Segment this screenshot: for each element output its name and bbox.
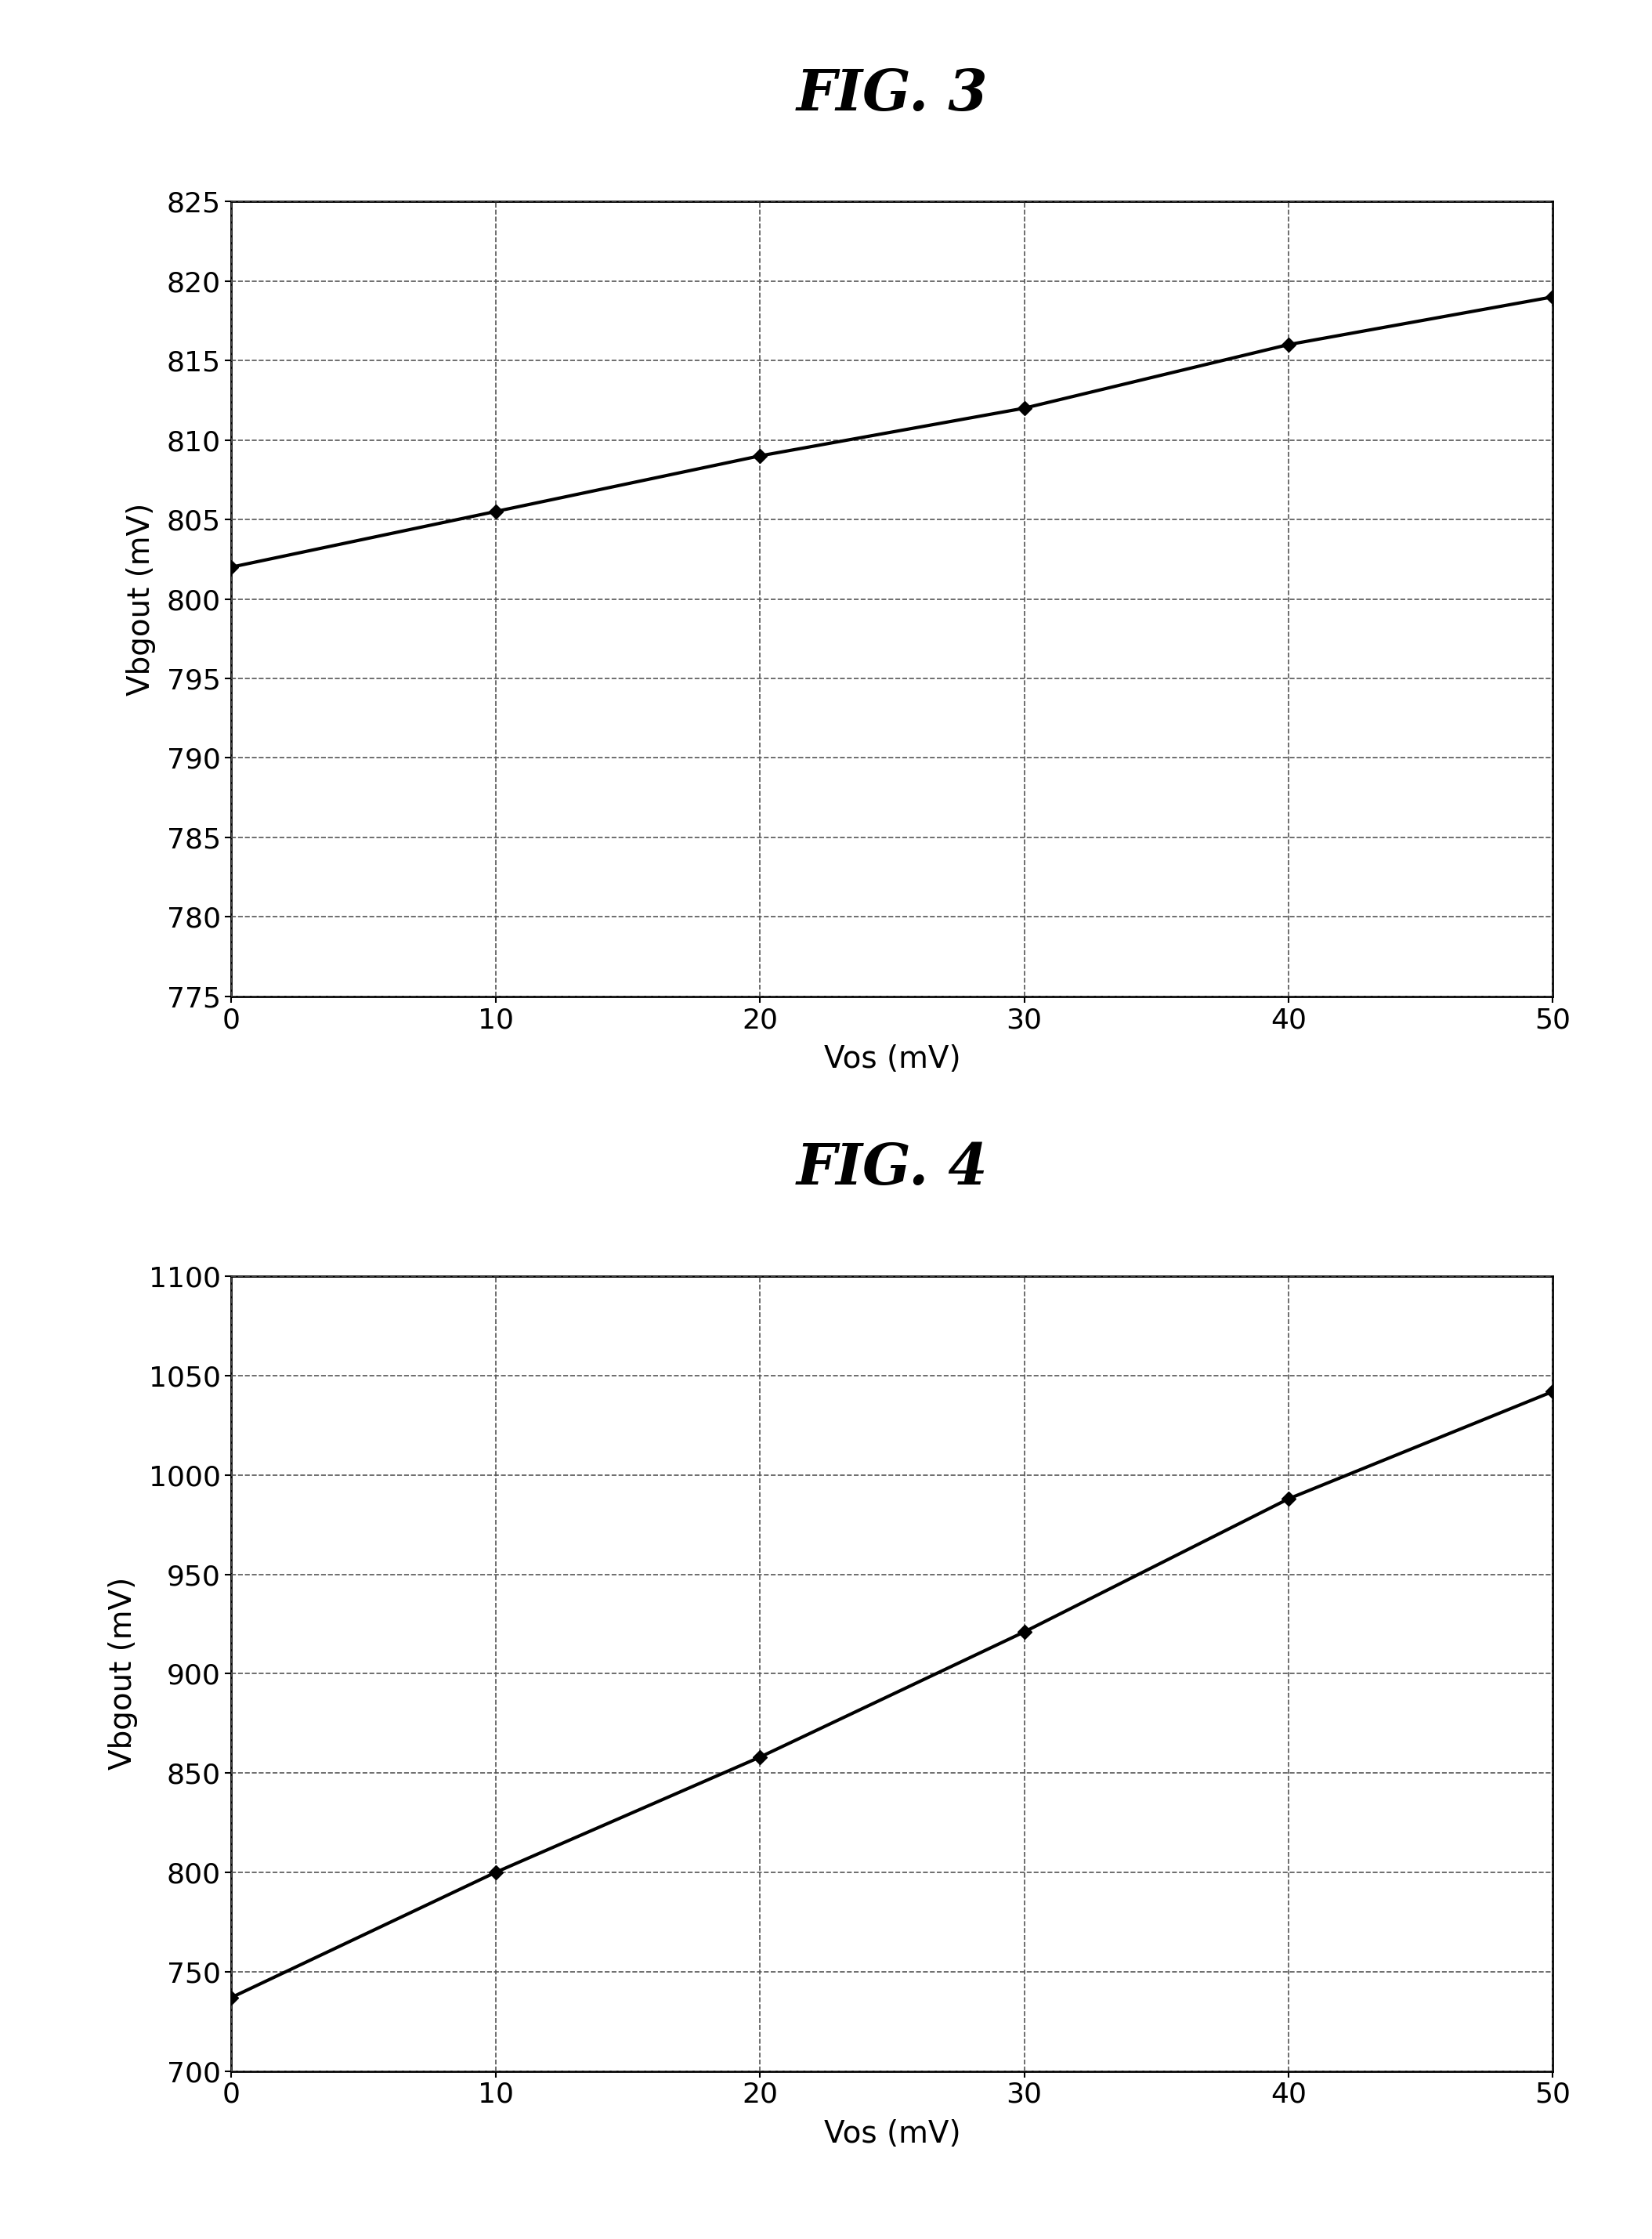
Y-axis label: Vbgout (mV): Vbgout (mV) bbox=[126, 502, 155, 696]
Text: FIG. 3: FIG. 3 bbox=[796, 67, 988, 121]
Y-axis label: Vbgout (mV): Vbgout (mV) bbox=[109, 1576, 139, 1771]
Text: FIG. 4: FIG. 4 bbox=[796, 1142, 988, 1196]
X-axis label: Vos (mV): Vos (mV) bbox=[824, 1043, 960, 1075]
X-axis label: Vos (mV): Vos (mV) bbox=[824, 2118, 960, 2149]
